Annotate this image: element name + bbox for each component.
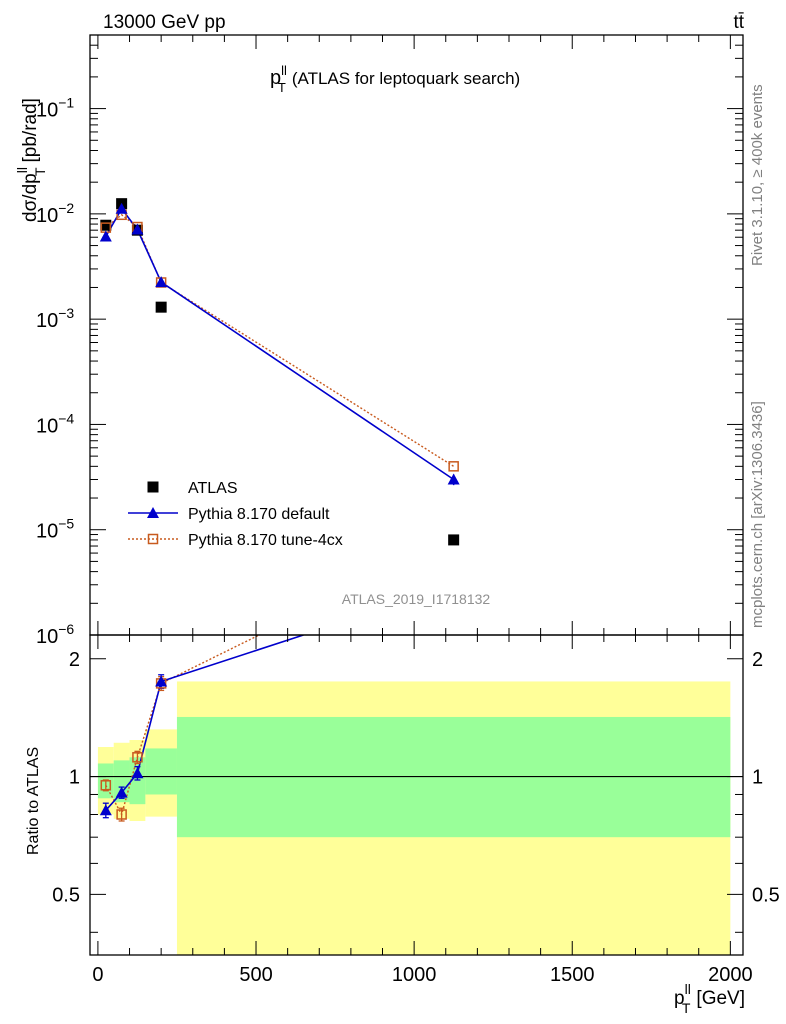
green-band-3 bbox=[145, 748, 177, 795]
legend-marker bbox=[147, 533, 159, 545]
header-collision: 13000 GeV pp bbox=[103, 12, 226, 33]
main-axis-ticks: 10−6 10−5 10−4 10−3 10−2 10−1 bbox=[36, 34, 743, 648]
analysis-watermark: ATLAS_2019_I1718132 bbox=[342, 591, 491, 607]
ratio-ytick-label-right: 1 bbox=[752, 767, 763, 789]
ratio-tune4cx-point bbox=[100, 780, 112, 791]
legend-marker bbox=[147, 481, 159, 493]
main-ytick-label: 10−5 bbox=[36, 516, 74, 543]
pythia-default-point bbox=[99, 230, 112, 242]
ratio-tune4cx-point bbox=[116, 809, 127, 820]
main-ytick-label: 10−3 bbox=[36, 305, 74, 332]
ratio-default-point bbox=[131, 767, 144, 779]
ratio-axis-ticks: 0 500 1000 1500 2000 0.5 0.5 1 1 2 2 bbox=[52, 635, 780, 986]
main-y-axis-label: dσ/dpll T[pb/rad] bbox=[14, 98, 48, 222]
x-tick-label: 2000 bbox=[708, 964, 753, 986]
ratio-y-axis-label: Ratio to ATLAS bbox=[25, 747, 42, 855]
main-ytick-label: 10−4 bbox=[36, 410, 74, 437]
main-ytick-label: 10−6 bbox=[36, 621, 74, 648]
mcplots-label: mcplots.cern.ch [arXiv:1306.3436] bbox=[749, 401, 766, 628]
ratio-default-point bbox=[115, 786, 128, 798]
plot-title: pll T (ATLAS for leptoquark search) bbox=[270, 63, 520, 95]
main-ytick-label: 10−1 bbox=[36, 95, 74, 122]
ratio-ytick-label-left: 2 bbox=[69, 649, 80, 671]
ratio-default-point bbox=[99, 804, 112, 816]
pythia-default-point bbox=[115, 202, 128, 214]
ratio-default-point bbox=[155, 675, 168, 687]
x-axis-label: pll T [GeV] bbox=[674, 981, 745, 1016]
legend-marker bbox=[147, 507, 159, 518]
ratio-frame bbox=[89, 634, 744, 956]
legend-label: Pythia 8.170 default bbox=[188, 506, 330, 523]
ratio-ytick-label-left: 1 bbox=[69, 767, 80, 789]
legend: ATLAS Pythia 8.170 default Pythia 8.170 tu… bbox=[128, 480, 343, 549]
ratio-ytick-label-left: 0.5 bbox=[52, 884, 80, 906]
ratio-uncertainty-bands bbox=[97, 681, 731, 955]
pythia-default-point bbox=[155, 276, 168, 288]
atlas-point bbox=[155, 301, 167, 313]
pythia-default-point bbox=[131, 223, 144, 235]
ratio-series-layer bbox=[99, 635, 304, 822]
pythia-default-line bbox=[105, 207, 455, 481]
atlas-point bbox=[448, 534, 460, 546]
atlas-point bbox=[100, 219, 112, 231]
pythia-default-point bbox=[447, 473, 460, 485]
tune4cx-point bbox=[448, 461, 459, 472]
ratio-ytick-label-right: 0.5 bbox=[752, 884, 780, 906]
x-tick-label: 1500 bbox=[550, 964, 595, 986]
main-series-layer bbox=[99, 198, 460, 546]
header-process: tt̄ bbox=[733, 12, 744, 33]
ratio-ytick-label-right: 2 bbox=[752, 649, 763, 671]
green-band-1 bbox=[113, 760, 130, 803]
x-tick-label: 500 bbox=[239, 964, 272, 986]
ratio-tune4cx-point bbox=[132, 752, 143, 763]
tune4cx-line bbox=[105, 213, 455, 467]
rivet-label: Rivet 3.1.10, ≥ 400k events bbox=[749, 84, 766, 266]
main-ytick-label: 10−2 bbox=[36, 200, 74, 227]
legend-label: Pythia 8.170 tune-4cx bbox=[188, 532, 343, 549]
x-tick-label: 1000 bbox=[392, 964, 437, 986]
legend-label: ATLAS bbox=[188, 480, 238, 497]
x-tick-label: 0 bbox=[92, 964, 103, 986]
